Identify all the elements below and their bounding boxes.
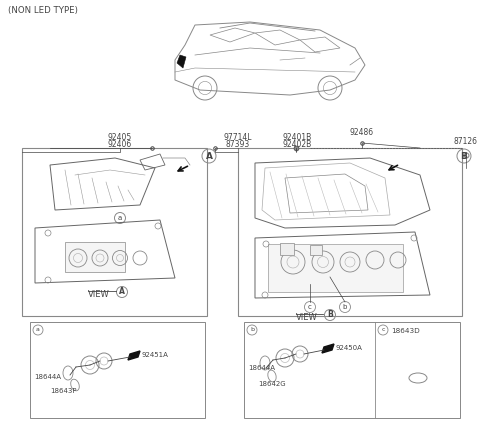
FancyBboxPatch shape bbox=[244, 322, 460, 418]
Text: 18643D: 18643D bbox=[391, 328, 420, 334]
Text: 18643P: 18643P bbox=[50, 388, 76, 394]
Polygon shape bbox=[322, 344, 334, 353]
Text: VIEW: VIEW bbox=[88, 290, 110, 299]
Text: 18644A: 18644A bbox=[34, 374, 61, 380]
Text: 92450A: 92450A bbox=[336, 345, 363, 351]
Text: 92406: 92406 bbox=[108, 140, 132, 149]
Text: b: b bbox=[250, 328, 254, 333]
FancyBboxPatch shape bbox=[22, 148, 207, 316]
FancyBboxPatch shape bbox=[268, 244, 403, 292]
Text: 92405: 92405 bbox=[108, 133, 132, 142]
Text: B: B bbox=[327, 311, 333, 320]
Text: c: c bbox=[381, 328, 385, 333]
Polygon shape bbox=[128, 351, 140, 360]
Text: 97714L: 97714L bbox=[224, 133, 252, 142]
Text: VIEW: VIEW bbox=[296, 313, 318, 322]
FancyBboxPatch shape bbox=[280, 243, 294, 255]
FancyBboxPatch shape bbox=[65, 242, 125, 272]
Text: B: B bbox=[460, 152, 468, 161]
Text: 18642G: 18642G bbox=[258, 381, 286, 387]
Text: A: A bbox=[205, 152, 213, 161]
Text: 92402B: 92402B bbox=[282, 140, 312, 149]
Text: b: b bbox=[343, 304, 347, 310]
FancyBboxPatch shape bbox=[30, 322, 205, 418]
Text: 92486: 92486 bbox=[350, 128, 374, 137]
Text: c: c bbox=[308, 304, 312, 310]
FancyBboxPatch shape bbox=[238, 148, 462, 316]
Text: A: A bbox=[119, 288, 125, 296]
Text: a: a bbox=[36, 328, 40, 333]
Text: a: a bbox=[118, 215, 122, 221]
Text: (NON LED TYPE): (NON LED TYPE) bbox=[8, 6, 78, 15]
Polygon shape bbox=[177, 55, 186, 68]
FancyBboxPatch shape bbox=[310, 245, 322, 255]
Text: 87126: 87126 bbox=[454, 137, 478, 146]
Text: 18644A: 18644A bbox=[248, 365, 275, 371]
Text: 92451A: 92451A bbox=[142, 352, 169, 358]
Text: 87393: 87393 bbox=[226, 140, 250, 149]
Text: 92401B: 92401B bbox=[282, 133, 312, 142]
